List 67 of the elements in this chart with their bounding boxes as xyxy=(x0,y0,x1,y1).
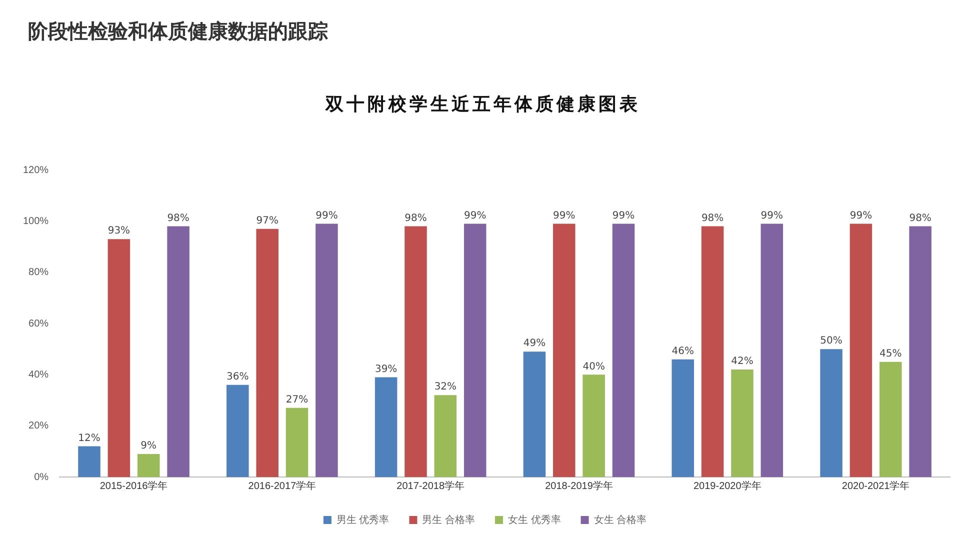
data-label: 99% xyxy=(760,210,784,222)
data-label: 50% xyxy=(820,336,842,347)
y-tick-label: 100% xyxy=(23,216,49,227)
legend-label: 女生 合格率 xyxy=(594,514,647,526)
bar xyxy=(880,362,902,477)
data-label: 97% xyxy=(256,215,278,226)
data-label: 99% xyxy=(850,210,872,222)
bar xyxy=(464,224,486,477)
legend-label: 男生 合格率 xyxy=(422,514,476,526)
data-label: 46% xyxy=(672,346,694,357)
bar xyxy=(108,239,130,477)
data-label: 99% xyxy=(612,210,635,222)
x-tick-label: 2018-2019学年 xyxy=(545,480,613,492)
bar xyxy=(226,384,249,477)
data-label: 98% xyxy=(701,212,724,224)
bar xyxy=(167,226,190,477)
x-tick-label: 2019-2020学年 xyxy=(693,480,762,492)
legend-label: 女生 优秀率 xyxy=(508,514,561,526)
x-tick-label: 2017-2018学年 xyxy=(396,480,464,492)
data-label: 49% xyxy=(523,338,546,350)
bar xyxy=(582,374,605,477)
bar xyxy=(701,226,724,477)
bar xyxy=(553,224,576,477)
chart-subtitle: 双十附校学生近五年体质健康图表 xyxy=(324,93,642,116)
legend-label: 男生 优秀率 xyxy=(336,514,390,526)
data-label: 99% xyxy=(316,210,338,222)
data-label: 98% xyxy=(909,212,932,224)
data-label: 36% xyxy=(226,371,249,382)
bar xyxy=(731,370,754,477)
x-tick-label: 2016-2017学年 xyxy=(248,480,316,492)
bar xyxy=(909,226,932,477)
data-label: 93% xyxy=(108,226,130,237)
bar xyxy=(672,359,694,477)
bar xyxy=(137,454,160,477)
bar xyxy=(612,224,635,477)
y-tick-label: 60% xyxy=(28,318,49,330)
x-tick-label: 2020-2021学年 xyxy=(842,480,910,492)
data-label: 99% xyxy=(464,210,486,222)
bar xyxy=(820,349,842,477)
bar xyxy=(850,224,872,477)
data-label: 42% xyxy=(731,356,754,368)
data-label: 99% xyxy=(553,210,576,222)
data-label: 98% xyxy=(404,212,427,224)
bar xyxy=(760,224,784,477)
data-label: 40% xyxy=(582,361,605,372)
y-tick-label: 80% xyxy=(28,267,49,278)
data-label: 27% xyxy=(286,394,308,406)
data-label: 39% xyxy=(374,364,398,375)
bar xyxy=(374,377,398,477)
data-label: 45% xyxy=(880,348,902,360)
data-label: 98% xyxy=(167,212,190,224)
bar xyxy=(523,352,546,477)
y-tick-label: 40% xyxy=(28,369,49,380)
data-label: 9% xyxy=(140,440,157,452)
y-tick-label: 20% xyxy=(28,420,49,432)
y-tick-label: 0% xyxy=(34,472,49,483)
bar xyxy=(316,224,338,477)
y-tick-label: 120% xyxy=(23,164,49,176)
x-tick-label: 2015-2016学年 xyxy=(100,480,168,492)
bar xyxy=(434,395,457,477)
bar xyxy=(404,226,427,477)
bar xyxy=(256,228,278,477)
chart-title: 阶段性检验和体质健康数据的跟踪 xyxy=(28,18,328,45)
data-label: 32% xyxy=(434,382,457,393)
bar xyxy=(78,446,100,477)
data-label: 12% xyxy=(78,432,100,444)
bar xyxy=(286,408,308,477)
